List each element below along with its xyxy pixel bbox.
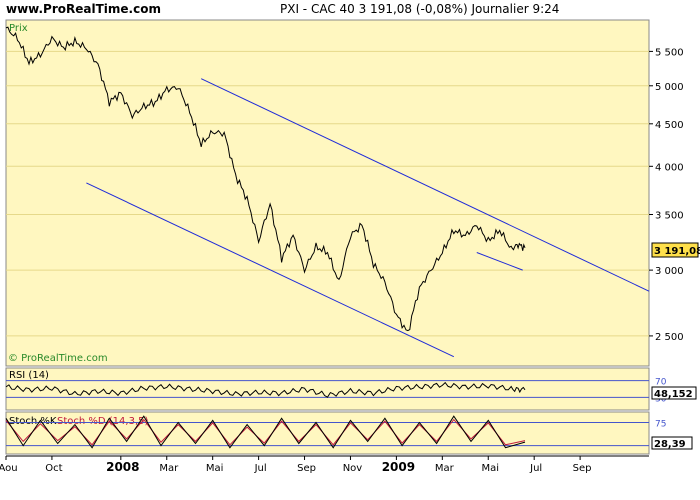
stoch-d-label: Stoch %D (14,3,5) <box>57 416 148 427</box>
x-tick-label: Mai <box>206 463 224 474</box>
rsi-panel-label: RSI (14) <box>9 370 49 381</box>
x-tick-label: Aou <box>0 463 18 474</box>
last-value-badge: 3 191,08 <box>651 242 700 258</box>
y-tick-label: 5 000 <box>655 82 684 93</box>
y-tick-label: 2 500 <box>655 332 684 343</box>
price-panel <box>5 19 650 367</box>
stoch-d-series-line <box>5 418 526 446</box>
x-tick-label: Nov <box>343 463 363 474</box>
x-tick-label: 2009 <box>382 460 415 474</box>
x-tick-label: Jul <box>529 463 542 474</box>
price-grid <box>6 50 649 337</box>
x-tick-label: 2008 <box>106 460 139 474</box>
chart-header: PXI - CAC 40 3 191,08 (-0,08%) Journalie… <box>280 2 560 16</box>
stoch-k-label: Stoch %K <box>9 416 57 427</box>
y-tick-label: 3 000 <box>655 266 684 277</box>
price-axis: 2 500 3 000 3 500 4 000 4 500 5 000 5 500 <box>649 47 684 343</box>
y-tick-label: 3 500 <box>655 210 684 221</box>
rsi-last-value: 48,152 <box>654 389 693 400</box>
price-panel-label: Prix <box>9 23 28 34</box>
x-axis: Aou Oct 2008 Mar Mai Jul Sep Nov 2009 Mar Mai Jul Se… <box>0 455 649 474</box>
rsi-series-line <box>5 381 526 398</box>
rsi-level-label: 70 <box>655 378 667 388</box>
rsi-last-badge: 48,152 <box>651 386 697 400</box>
x-tick-label: Mar <box>435 463 455 474</box>
trend-channel-line <box>476 252 523 271</box>
trend-channels <box>86 78 650 358</box>
stoch-panel <box>5 411 650 455</box>
stoch-last-value: 28,39 <box>654 439 686 450</box>
x-tick-label: Oct <box>45 463 62 474</box>
price-series-line <box>5 26 526 332</box>
x-tick-label: Jul <box>254 463 267 474</box>
rsi-panel <box>5 367 650 411</box>
x-tick-label: Sep <box>297 463 316 474</box>
trend-channel-line <box>200 78 650 292</box>
trend-channel-line <box>86 182 455 358</box>
y-tick-label: 4 500 <box>655 120 684 131</box>
x-tick-label: Mar <box>159 463 179 474</box>
stoch-k-series-line <box>5 415 526 449</box>
x-tick-label: Sep <box>573 463 592 474</box>
x-tick-label: Mai <box>481 463 499 474</box>
stoch-last-badge: 28,39 <box>651 436 693 450</box>
watermark: © ProRealTime.com <box>8 353 108 364</box>
site-title: www.ProRealTime.com <box>6 2 161 16</box>
y-tick-label: 5 500 <box>655 47 684 58</box>
y-tick-label: 4 000 <box>655 162 684 173</box>
stoch-level-label: 75 <box>655 420 666 430</box>
last-value-label: 3 191,08 <box>654 246 700 257</box>
